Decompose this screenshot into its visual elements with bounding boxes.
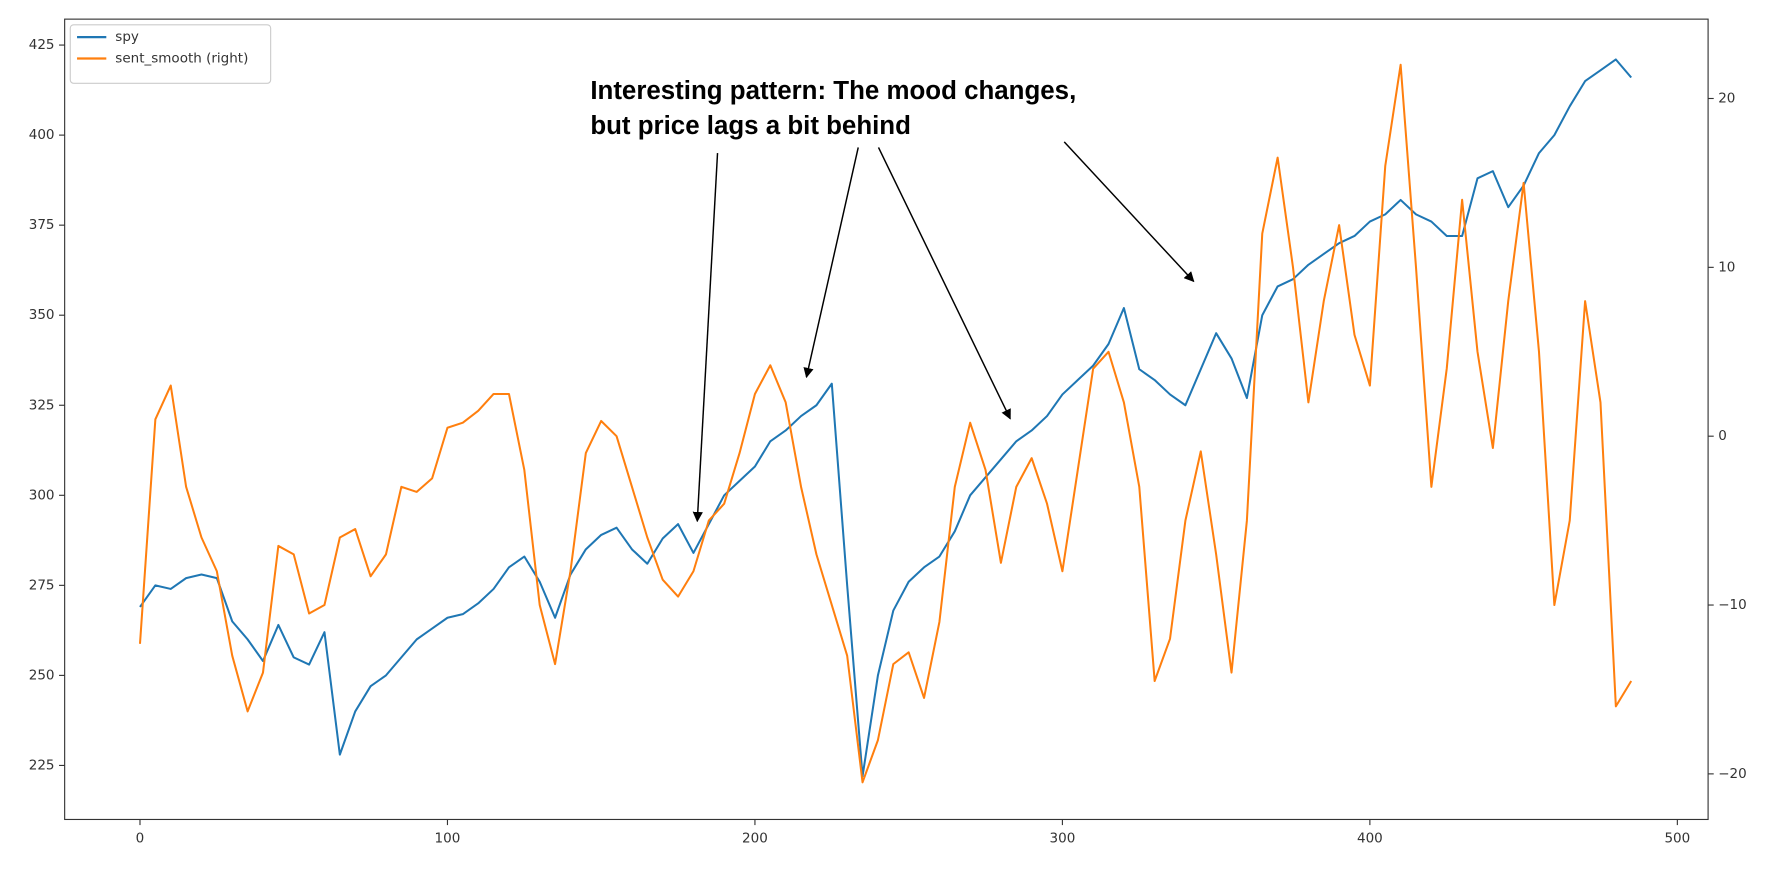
x-tick-label: 200: [742, 831, 768, 847]
x-tick-label: 100: [435, 831, 461, 847]
legend-label: sent_smooth (right): [115, 51, 248, 67]
y-tick-label: 375: [29, 217, 55, 233]
y2-tick-label: 0: [1718, 428, 1727, 444]
y-tick-label: 225: [29, 757, 55, 773]
annotation-arrows: [692, 141, 1195, 523]
y-tick-label: 425: [29, 37, 55, 53]
arrow: [692, 153, 719, 523]
legend: spy sent_smooth (right): [69, 24, 272, 84]
x-tick-label: 500: [1664, 831, 1690, 847]
arrow: [877, 147, 1011, 420]
y2-tick-label: −20: [1718, 766, 1747, 782]
annotation-line: but price lags a bit behind: [590, 112, 911, 140]
y-tick-label: 400: [29, 127, 55, 143]
legend-box: [69, 24, 272, 84]
arrow: [803, 147, 859, 379]
legend-label: spy: [115, 29, 139, 45]
y2-tick-label: −10: [1718, 597, 1747, 613]
plot-layer: 0 100 200 300 400 500225250275300325350375400…: [29, 24, 1747, 847]
x-tick-label: 400: [1357, 831, 1383, 847]
series-line: [138, 63, 1633, 784]
y-tick-label: 250: [29, 667, 55, 683]
annotation-line: Interesting pattern: The mood changes,: [590, 77, 1076, 105]
arrow: [1063, 141, 1195, 283]
y-tick-label: 350: [29, 307, 55, 323]
y-tick-label: 325: [29, 397, 55, 413]
y2-tick-label: 20: [1718, 90, 1735, 106]
plot-frame: [64, 18, 1709, 821]
y-tick-label: 300: [29, 487, 55, 503]
y-tick-label: 275: [29, 577, 55, 593]
y2-tick-label: 10: [1718, 259, 1735, 275]
x-tick-label: 0: [136, 831, 145, 847]
x-tick-label: 300: [1050, 831, 1076, 847]
